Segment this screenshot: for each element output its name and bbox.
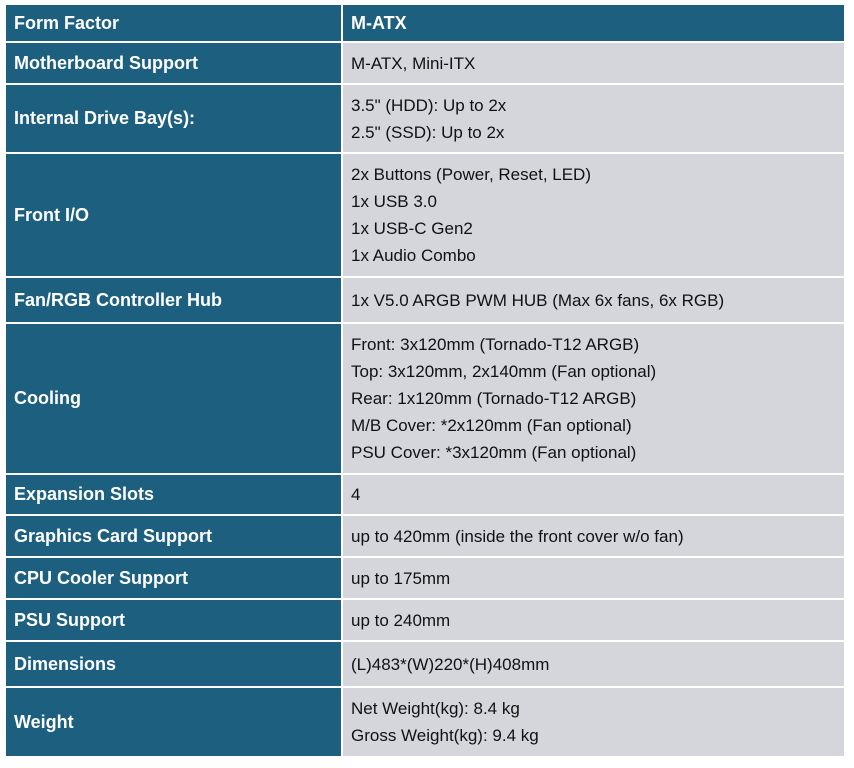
table-row: PSU Support up to 240mm bbox=[4, 598, 846, 642]
value-line: Top: 3x120mm, 2x140mm (Fan optional) bbox=[351, 362, 657, 381]
value-line: 2.5" (SSD): Up to 2x bbox=[351, 122, 505, 142]
value-line: (L)483*(W)220*(H)408mm bbox=[351, 654, 550, 674]
table-row: Motherboard Support M-ATX, Mini-ITX bbox=[4, 41, 846, 85]
value-line: 3.5" (HDD): Up to 2x bbox=[351, 95, 507, 115]
row-value: up to 240mm bbox=[341, 598, 846, 642]
value-line: 1x USB 3.0 bbox=[351, 192, 437, 211]
value-line: up to 420mm (inside the front cover w/o … bbox=[351, 526, 684, 546]
row-label: Fan/RGB Controller Hub bbox=[4, 276, 343, 324]
row-label: PSU Support bbox=[4, 598, 343, 642]
value-line: PSU Cover: *3x120mm (Fan optional) bbox=[351, 443, 637, 462]
table-row: Dimensions (L)483*(W)220*(H)408mm bbox=[4, 640, 846, 688]
value-line: 1x Audio Combo bbox=[351, 246, 476, 265]
row-label: Dimensions bbox=[4, 640, 343, 688]
header-value: M-ATX bbox=[341, 3, 846, 43]
value-line: M/B Cover: *2x120mm (Fan optional) bbox=[351, 416, 632, 435]
header-label: Form Factor bbox=[4, 3, 343, 43]
row-label: Internal Drive Bay(s): bbox=[4, 83, 343, 154]
row-value: 1x V5.0 ARGB PWM HUB (Max 6x fans, 6x RG… bbox=[341, 276, 846, 324]
table-row: Expansion Slots 4 bbox=[4, 473, 846, 516]
value-line: up to 175mm bbox=[351, 568, 451, 588]
value-line: Net Weight(kg): 8.4 kg bbox=[351, 699, 520, 718]
row-label: Expansion Slots bbox=[4, 473, 343, 516]
row-value: up to 175mm bbox=[341, 556, 846, 600]
row-label: CPU Cooler Support bbox=[4, 556, 343, 600]
row-value: 2x Buttons (Power, Reset, LED) 1x USB 3.… bbox=[341, 152, 846, 278]
value-line: up to 240mm bbox=[351, 610, 451, 630]
value-line: 1x V5.0 ARGB PWM HUB (Max 6x fans, 6x RG… bbox=[351, 290, 725, 310]
table-row: Fan/RGB Controller Hub 1x V5.0 ARGB PWM … bbox=[4, 276, 846, 324]
row-value: up to 420mm (inside the front cover w/o … bbox=[341, 514, 846, 558]
value-line: Gross Weight(kg): 9.4 kg bbox=[351, 726, 539, 745]
row-label: Graphics Card Support bbox=[4, 514, 343, 558]
value-line: Front: 3x120mm (Tornado-T12 ARGB) bbox=[351, 335, 640, 354]
value-line: M-ATX, Mini-ITX bbox=[351, 53, 476, 73]
row-label: Weight bbox=[4, 686, 343, 758]
row-value: 4 bbox=[341, 473, 846, 516]
row-label: Cooling bbox=[4, 322, 343, 475]
row-label: Front I/O bbox=[4, 152, 343, 278]
spec-table-body: Form Factor M-ATX Motherboard Support M-… bbox=[4, 3, 846, 758]
table-row: Internal Drive Bay(s): 3.5" (HDD): Up to… bbox=[4, 83, 846, 154]
row-value: Net Weight(kg): 8.4 kg Gross Weight(kg):… bbox=[341, 686, 846, 758]
value-line: 2x Buttons (Power, Reset, LED) bbox=[351, 165, 591, 184]
table-row: Cooling Front: 3x120mm (Tornado-T12 ARGB… bbox=[4, 322, 846, 475]
row-value: M-ATX, Mini-ITX bbox=[341, 41, 846, 85]
row-value: 3.5" (HDD): Up to 2x 2.5" (SSD): Up to 2… bbox=[341, 83, 846, 154]
value-line: Rear: 1x120mm (Tornado-T12 ARGB) bbox=[351, 389, 637, 408]
row-label: Motherboard Support bbox=[4, 41, 343, 85]
value-line: 4 bbox=[351, 485, 361, 504]
table-row: Front I/O 2x Buttons (Power, Reset, LED)… bbox=[4, 152, 846, 278]
table-row: CPU Cooler Support up to 175mm bbox=[4, 556, 846, 600]
row-value: (L)483*(W)220*(H)408mm bbox=[341, 640, 846, 688]
spec-table: Form Factor M-ATX Motherboard Support M-… bbox=[4, 3, 846, 758]
row-value: Front: 3x120mm (Tornado-T12 ARGB) Top: 3… bbox=[341, 322, 846, 475]
table-row: Weight Net Weight(kg): 8.4 kg Gross Weig… bbox=[4, 686, 846, 758]
table-row: Graphics Card Support up to 420mm (insid… bbox=[4, 514, 846, 558]
table-header-row: Form Factor M-ATX bbox=[4, 3, 846, 43]
value-line: 1x USB-C Gen2 bbox=[351, 219, 473, 238]
